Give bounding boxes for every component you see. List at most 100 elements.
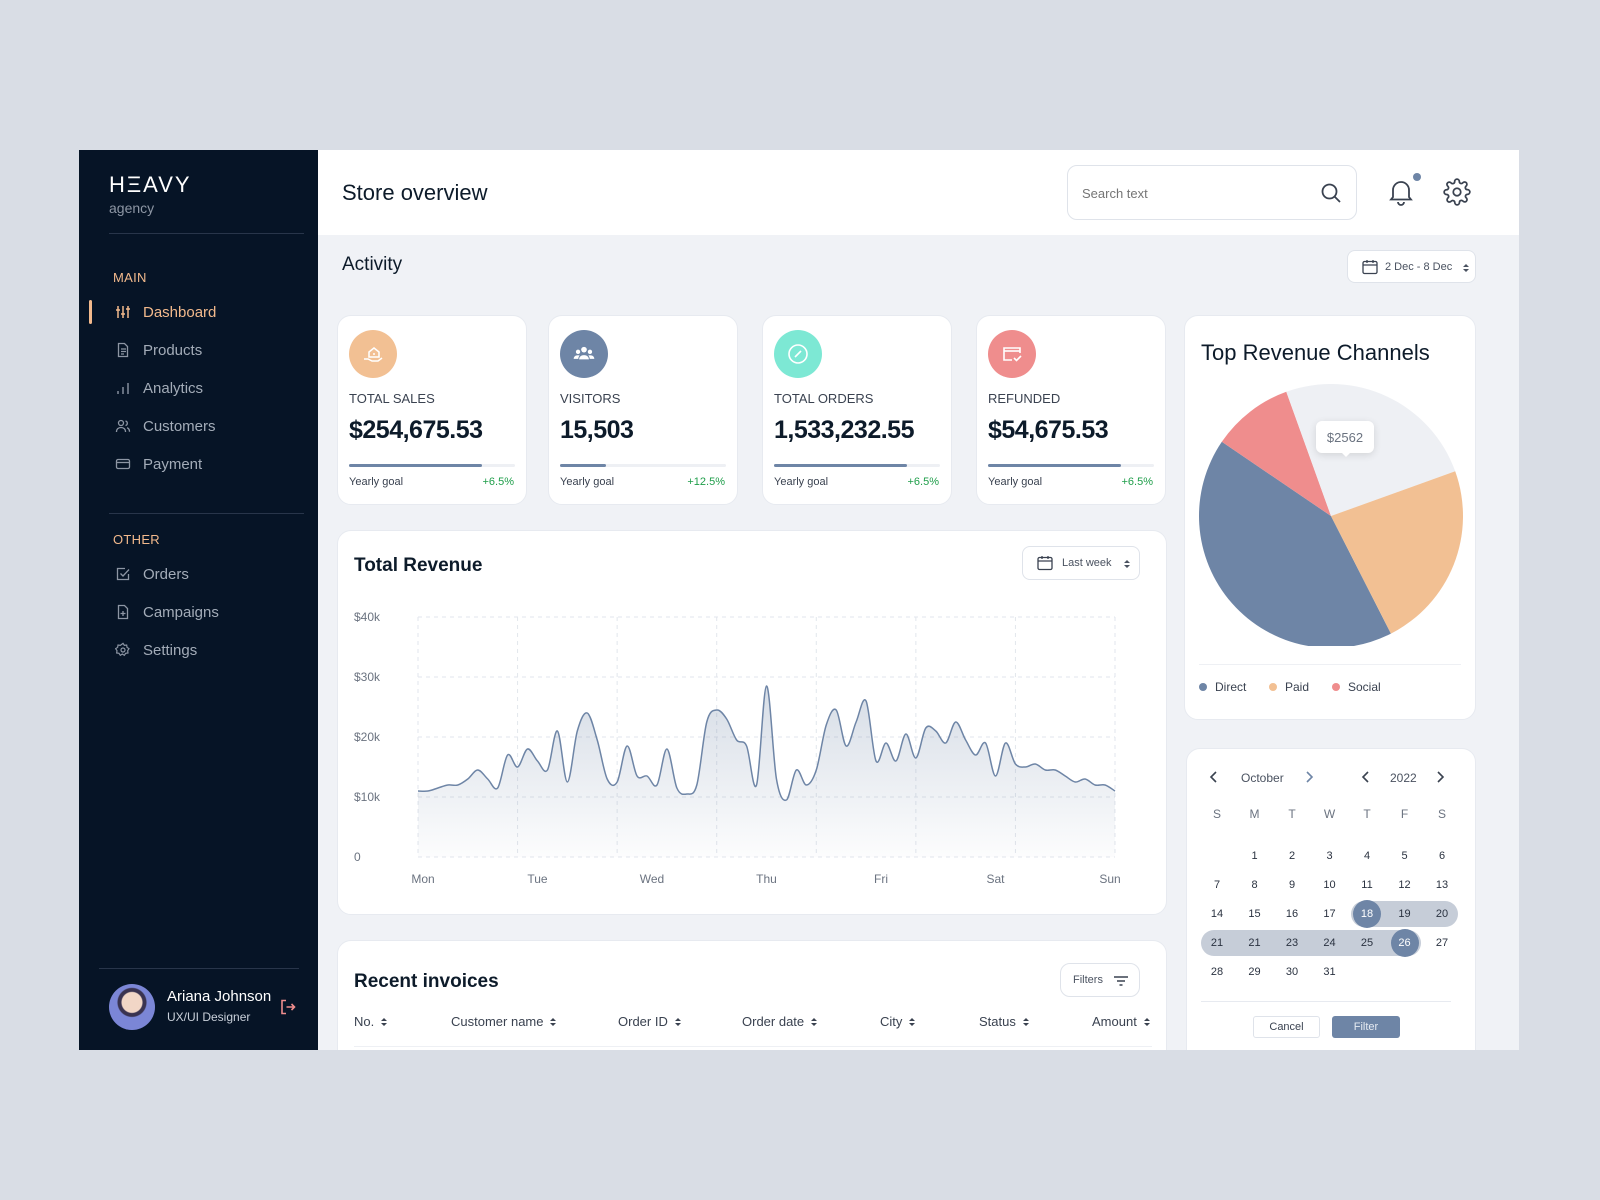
column-header-city[interactable]: City <box>880 1014 916 1029</box>
period-selector[interactable]: Last week <box>1022 546 1140 580</box>
column-header-order-date[interactable]: Order date <box>742 1014 818 1029</box>
x-tick-label: Sun <box>1099 872 1120 886</box>
avatar[interactable] <box>109 984 155 1030</box>
sidebar-item-settings[interactable]: Settings <box>109 636 299 664</box>
sidebar-item-label: Customers <box>143 417 216 435</box>
calendar-day[interactable]: 1 <box>1251 850 1258 862</box>
calendar-day[interactable]: 13 <box>1435 879 1449 891</box>
legend-item-direct: Direct <box>1199 680 1246 694</box>
sidebar-item-label: Orders <box>143 565 189 583</box>
x-tick-label: Mon <box>411 872 434 886</box>
search-input[interactable] <box>1082 182 1302 204</box>
calendar-day[interactable]: 5 <box>1401 850 1408 862</box>
top-header: Store overview <box>318 150 1519 235</box>
group-icon <box>560 330 608 378</box>
sidebar-item-campaigns[interactable]: Campaigns <box>109 598 299 626</box>
weekday-label: T <box>1288 807 1296 821</box>
calendar-day[interactable]: 4 <box>1363 850 1371 862</box>
column-label: City <box>880 1014 903 1029</box>
chevron-left-icon[interactable] <box>1359 770 1373 784</box>
calendar-day[interactable]: 10 <box>1323 879 1336 891</box>
weekday-label: W <box>1323 807 1336 821</box>
calendar-day[interactable]: 15 <box>1248 908 1261 920</box>
calendar-day[interactable]: 27 <box>1435 937 1449 949</box>
calendar-day[interactable]: 6 <box>1438 850 1446 862</box>
sidebar-item-products[interactable]: Products <box>109 336 299 364</box>
stat-value: 1,533,232.55 <box>774 416 914 444</box>
x-tick-label: Wed <box>640 872 664 886</box>
chevron-right-icon[interactable] <box>1302 770 1316 784</box>
sidebar-item-orders[interactable]: Orders <box>109 560 299 588</box>
sidebar-divider <box>99 968 299 969</box>
calendar-day[interactable]: 14 <box>1210 908 1224 920</box>
calendar-day[interactable]: 30 <box>1285 966 1299 978</box>
legend-item-social: Social <box>1332 680 1381 694</box>
search-box[interactable] <box>1067 165 1357 220</box>
weekday-label: S <box>1437 807 1446 821</box>
calendar-day[interactable]: 17 <box>1323 908 1336 920</box>
gear-icon[interactable] <box>1443 178 1471 206</box>
logout-icon[interactable] <box>279 998 299 1018</box>
calendar-day[interactable]: 11 <box>1361 879 1373 891</box>
calendar-day[interactable]: 19 <box>1398 908 1411 920</box>
sidebar-item-analytics[interactable]: Analytics <box>109 374 299 402</box>
column-header-status[interactable]: Status <box>979 1014 1030 1029</box>
calendar-day[interactable]: 21 <box>1210 937 1224 949</box>
invoices-title: Recent invoices <box>354 971 499 992</box>
calendar-day[interactable]: 23 <box>1285 937 1299 949</box>
bell-icon[interactable] <box>1388 178 1414 206</box>
sidebar-section-main: MAIN <box>113 270 147 285</box>
date-range-picker[interactable]: 2 Dec - 8 Dec <box>1347 250 1476 283</box>
search-icon[interactable] <box>1320 182 1342 204</box>
calendar-day[interactable]: 28 <box>1210 966 1224 978</box>
selected-day-marker <box>1390 929 1419 957</box>
chevron-left-icon[interactable] <box>1207 770 1221 784</box>
calendar-day[interactable]: 20 <box>1435 908 1449 920</box>
cancel-button[interactable]: Cancel <box>1253 1016 1320 1038</box>
calendar-day[interactable]: 31 <box>1323 966 1336 978</box>
calendar-day[interactable]: 9 <box>1288 879 1296 891</box>
period-label: Last week <box>1062 557 1112 569</box>
sidebar-item-dashboard[interactable]: Dashboard <box>109 298 299 326</box>
calendar-month[interactable]: October <box>1241 771 1284 785</box>
legend-dot <box>1199 683 1207 691</box>
calendar-day[interactable]: 16 <box>1285 908 1299 920</box>
calendar-day[interactable]: 24 <box>1323 937 1336 949</box>
y-tick-label: $40k <box>354 610 381 624</box>
calendar-day[interactable]: 7 <box>1213 879 1221 891</box>
gear-icon <box>113 640 133 660</box>
sidebar-item-customers[interactable]: Customers <box>109 412 299 440</box>
column-header-no[interactable]: No. <box>354 1014 388 1029</box>
calendar-day[interactable]: 18 <box>1360 908 1374 920</box>
column-header-amount[interactable]: Amount <box>1092 1014 1151 1029</box>
calendar-day[interactable]: 25 <box>1360 937 1374 949</box>
weekday-label: F <box>1400 807 1409 821</box>
user-name: Ariana Johnson <box>167 988 272 1005</box>
filters-button[interactable]: Filters <box>1060 963 1140 997</box>
calendar-day[interactable]: 3 <box>1326 850 1333 862</box>
sidebar-item-payment[interactable]: Payment <box>109 450 299 478</box>
calendar-day[interactable]: 29 <box>1248 966 1261 978</box>
revenue-channels-card: Top Revenue Channels $2562 Direct Paid S… <box>1184 315 1476 720</box>
calendar-day[interactable]: 21 <box>1248 937 1261 949</box>
change-value: +12.5% <box>687 476 725 488</box>
calendar-day[interactable]: 26 <box>1398 937 1411 949</box>
divider <box>1199 664 1461 665</box>
sidebar-item-label: Campaigns <box>143 603 219 621</box>
sort-icon <box>550 1017 557 1026</box>
column-header-customer-name[interactable]: Customer name <box>451 1014 557 1029</box>
calendar-day[interactable]: 8 <box>1251 879 1258 891</box>
calendar-year[interactable]: 2022 <box>1390 771 1417 785</box>
filters-label: Filters <box>1073 974 1103 986</box>
sort-icon <box>909 1017 916 1026</box>
column-label: Amount <box>1092 1014 1137 1029</box>
divider <box>354 1046 1152 1047</box>
pie-tooltip: $2562 <box>1316 421 1374 457</box>
progress-track <box>774 464 940 467</box>
calendar-day[interactable]: 2 <box>1288 850 1296 862</box>
column-header-order-id[interactable]: Order ID <box>618 1014 682 1029</box>
chevron-right-icon[interactable] <box>1433 770 1447 784</box>
filter-button[interactable]: Filter <box>1332 1016 1400 1038</box>
column-label: Customer name <box>451 1014 544 1029</box>
calendar-day[interactable]: 12 <box>1398 879 1411 891</box>
